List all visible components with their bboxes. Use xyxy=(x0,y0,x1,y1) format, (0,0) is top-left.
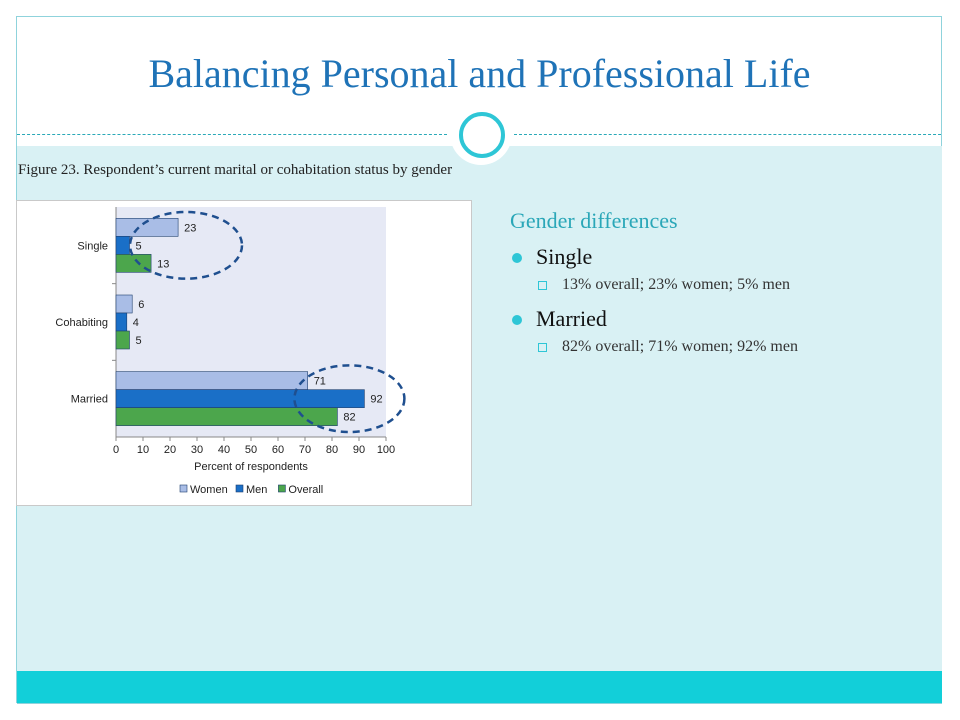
x-axis-label: Percent of respondents xyxy=(194,461,308,473)
bullet-married: Married xyxy=(510,306,930,332)
divider-left xyxy=(17,134,447,135)
data-label: 13 xyxy=(157,258,169,270)
x-tick-label: 60 xyxy=(272,444,284,456)
legend-swatch-women xyxy=(179,484,188,493)
sub-bullet-text: 13% overall; 23% women; 5% men xyxy=(562,276,790,293)
bar-women xyxy=(115,218,179,237)
data-label: 5 xyxy=(136,240,142,252)
bar-women xyxy=(115,294,133,314)
bullet-label: Single xyxy=(536,244,593,269)
x-tick-label: 0 xyxy=(113,444,119,456)
x-tick-label: 30 xyxy=(191,444,203,456)
square-bullet-icon xyxy=(538,281,547,290)
x-tick-label: 40 xyxy=(218,444,230,456)
divider-right xyxy=(514,134,941,135)
x-tick-label: 70 xyxy=(299,444,311,456)
subheading: Gender differences xyxy=(510,208,678,233)
data-label: 6 xyxy=(138,299,144,311)
bar-men xyxy=(115,389,365,408)
bullet-dot-icon xyxy=(512,253,522,263)
category-label: Single xyxy=(77,240,108,252)
footer-line xyxy=(17,703,942,704)
legend-swatch-overall xyxy=(278,484,286,493)
divider-circle-icon xyxy=(459,112,505,158)
sub-bullet-text: 82% overall; 71% women; 92% men xyxy=(562,338,798,355)
bar-overall xyxy=(115,407,338,426)
x-tick-label: 100 xyxy=(377,444,395,456)
text-panel: Gender differences Single 13% overall; 2… xyxy=(510,208,930,368)
bullet-dot-icon xyxy=(512,315,522,325)
legend-swatch-men xyxy=(235,484,244,493)
data-label: 71 xyxy=(314,376,326,388)
bar-men xyxy=(115,236,130,255)
bar-chart: 23 5 13 Single 6 4 5 Cohabiting 71 92 82 Married 0 10… xyxy=(16,200,472,506)
footer-band xyxy=(17,671,942,703)
legend-label: Men xyxy=(246,484,267,496)
legend-label: Women xyxy=(190,484,228,496)
slide-title: Balancing Personal and Professional Life xyxy=(148,51,811,96)
bar-men xyxy=(115,312,128,332)
x-tick-label: 20 xyxy=(164,444,176,456)
data-label: 92 xyxy=(370,394,382,406)
x-tick-label: 10 xyxy=(137,444,149,456)
data-label: 23 xyxy=(184,222,196,234)
category-label: Married xyxy=(71,394,108,406)
legend-label: Overall xyxy=(288,484,323,496)
bar-overall xyxy=(115,254,152,273)
sub-bullet-married: 82% overall; 71% women; 92% men xyxy=(510,338,930,356)
bar-overall xyxy=(115,330,130,350)
bullet-single: Single xyxy=(510,244,930,270)
category-label: Cohabiting xyxy=(55,317,108,329)
bullet-label: Married xyxy=(536,306,607,331)
sub-bullet-single: 13% overall; 23% women; 5% men xyxy=(510,276,930,294)
square-bullet-icon xyxy=(538,343,547,352)
x-tick-label: 80 xyxy=(326,444,338,456)
figure-caption: Figure 23. Respondent’s current marital … xyxy=(18,162,453,178)
x-tick-label: 90 xyxy=(353,444,365,456)
data-label: 4 xyxy=(133,317,139,329)
bar-women xyxy=(115,371,308,390)
data-label: 82 xyxy=(343,412,355,424)
highlight-ellipse xyxy=(293,364,406,434)
x-tick-label: 50 xyxy=(245,444,257,456)
data-label: 5 xyxy=(136,335,142,347)
